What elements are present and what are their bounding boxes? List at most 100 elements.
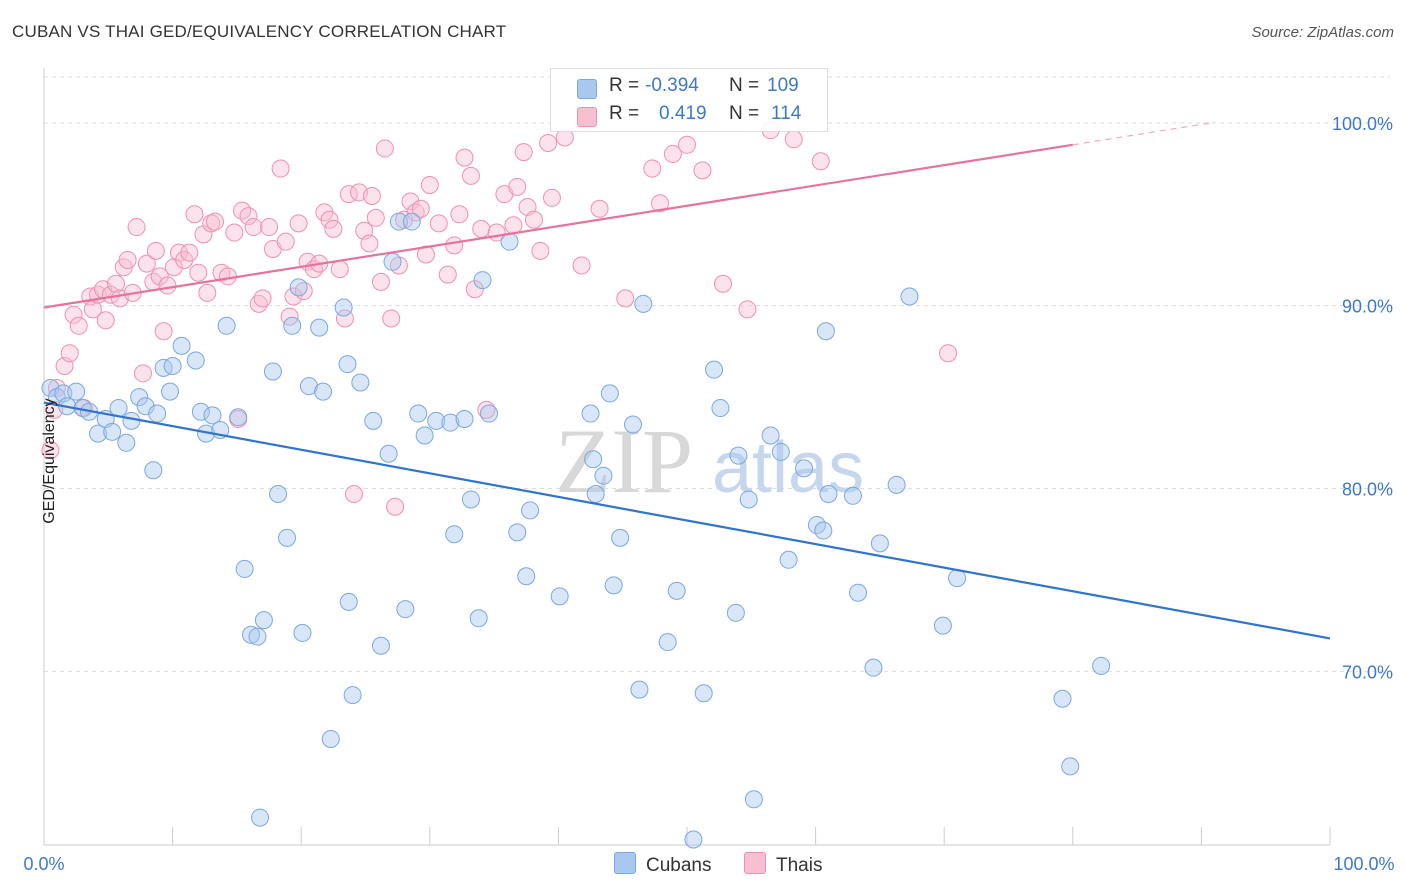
cuban-point <box>667 581 686 600</box>
cuban-point <box>172 336 191 355</box>
thai-point <box>180 243 199 262</box>
cuban-point <box>600 384 619 403</box>
thai-point <box>784 130 803 149</box>
cuban-point <box>864 658 883 677</box>
trend-lines <box>43 121 1331 640</box>
thai-point <box>455 148 474 167</box>
cuban-point <box>338 355 357 374</box>
cuban-point <box>254 611 273 630</box>
cuban-point <box>389 212 408 231</box>
cuban-point <box>1061 757 1080 776</box>
thai-point <box>185 205 204 224</box>
cuban-point <box>351 373 370 392</box>
thai-point <box>524 210 543 229</box>
cuban-point <box>161 382 180 401</box>
cuban-point <box>445 525 464 544</box>
cuban-point <box>103 422 122 441</box>
cuban-point <box>248 627 267 646</box>
cuban-point <box>117 433 136 452</box>
thai-point <box>134 364 153 383</box>
thai-point <box>714 274 733 293</box>
cuban-point <box>203 406 222 425</box>
thai-point <box>450 205 469 224</box>
cuban-point <box>469 609 488 628</box>
cubans-trend-line <box>43 401 1331 640</box>
cuban-point <box>402 212 421 231</box>
legend-r-label: R = <box>609 75 640 96</box>
cuban-point <box>705 360 724 379</box>
legend-r-value: -0.394 <box>645 75 699 96</box>
thai-point <box>504 216 523 235</box>
cuban-point <box>849 583 868 602</box>
thai-point <box>542 188 561 207</box>
y-tick-label: 90.0% <box>1342 297 1393 317</box>
legend-row-cubans: R = -0.394 N = 109 <box>551 73 827 101</box>
source-credit: Source: ZipAtlas.com <box>1251 24 1394 41</box>
cuban-point <box>816 322 835 341</box>
thai-point <box>189 263 208 282</box>
thai-point <box>225 223 244 242</box>
thai-point <box>472 219 491 238</box>
cuban-point <box>604 576 623 595</box>
y-tick-label: 80.0% <box>1342 479 1393 499</box>
cuban-point <box>383 252 402 271</box>
cuban-point <box>586 484 605 503</box>
legend-n-value: 114 <box>771 103 802 124</box>
thai-point <box>663 144 682 163</box>
cuban-point <box>343 686 362 705</box>
cuban-point <box>186 351 205 370</box>
cuban-point <box>67 382 86 401</box>
bottom-legend-cubans: Cubans <box>614 852 712 877</box>
thai-point <box>375 139 394 158</box>
cuban-point <box>870 534 889 553</box>
cuban-point <box>269 484 288 503</box>
cuban-point <box>771 442 790 461</box>
x-tick-label: 0.0% <box>23 854 64 874</box>
thai-point <box>271 159 290 178</box>
cuban-point <box>278 528 297 547</box>
thais-label: Thais <box>776 855 823 876</box>
cuban-point <box>933 616 952 635</box>
cuban-point <box>289 278 308 297</box>
thai-point <box>362 186 381 205</box>
legend-r-value: 0.419 <box>659 103 707 124</box>
cuban-point <box>148 404 167 423</box>
thais-trend-line <box>43 143 1073 309</box>
thai-point <box>154 322 173 341</box>
thai-point <box>382 309 401 328</box>
thai-point <box>406 203 425 222</box>
thai-point <box>137 254 156 273</box>
thai-point <box>127 218 146 237</box>
thai-point <box>330 260 349 279</box>
cuban-point <box>517 567 536 586</box>
thai-point <box>69 316 88 335</box>
thai-point <box>508 177 527 196</box>
thai-point <box>289 214 308 233</box>
cuban-point <box>658 633 677 652</box>
thai-point <box>678 135 696 154</box>
cubans-swatch <box>614 852 636 874</box>
cuban-point <box>154 358 173 377</box>
cuban-point <box>726 603 745 622</box>
thai-point <box>445 236 464 255</box>
cuban-point <box>396 600 415 619</box>
thai-point <box>811 152 830 171</box>
thai-point <box>260 218 279 237</box>
cuban-point <box>473 271 492 290</box>
cuban-point <box>1092 656 1111 675</box>
thais-trend-extension <box>1072 121 1215 146</box>
legend-r-label: R = <box>609 103 640 124</box>
cuban-point <box>321 729 340 748</box>
cuban-point <box>761 426 780 445</box>
cuban-point <box>584 450 603 469</box>
cuban-point <box>364 411 383 430</box>
thai-point <box>360 234 379 253</box>
cuban-point <box>217 316 236 335</box>
cuban-point <box>900 287 919 306</box>
cubans-label: Cubans <box>646 855 712 876</box>
cubans-points <box>41 212 1111 849</box>
cuban-point <box>611 528 630 547</box>
cuban-point <box>479 404 498 423</box>
cuban-point <box>130 388 149 407</box>
thai-point <box>320 210 339 229</box>
